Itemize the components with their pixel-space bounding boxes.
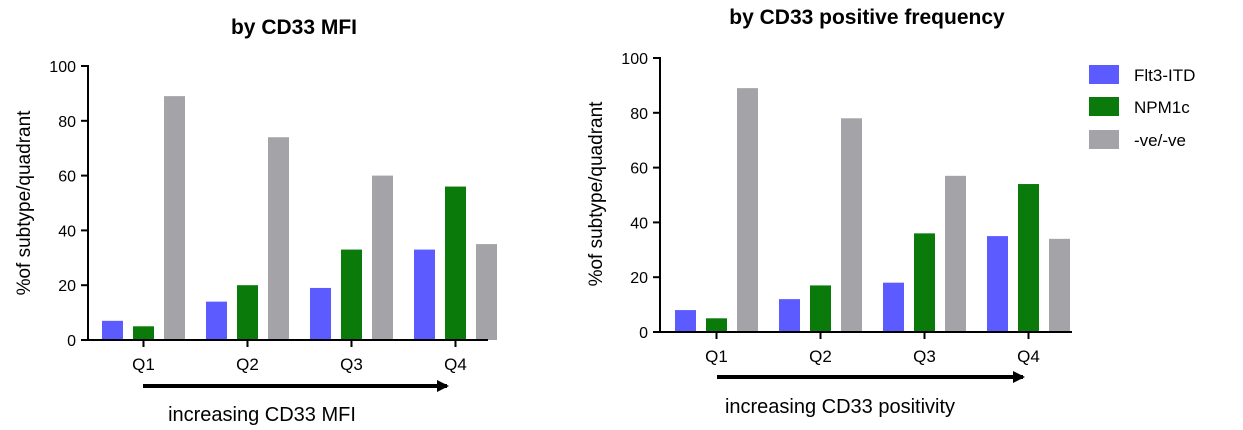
- legend-label-npm1c: NPM1c: [1134, 98, 1190, 117]
- y-tick-label: 60: [630, 161, 648, 178]
- bar-npm1c-q3: [914, 233, 935, 332]
- bar-ve-ve-q1: [164, 96, 185, 340]
- x-tick-label-q2: Q2: [809, 347, 832, 366]
- bar-npm1c-q2: [237, 285, 258, 340]
- y-tick-label: 40: [630, 215, 648, 232]
- bar-flt3-itd-q3: [883, 282, 904, 332]
- annotation-label: increasing CD33 MFI: [168, 404, 356, 426]
- bar-ve-ve-q3: [945, 175, 966, 332]
- chart-title: by CD33 positive frequency: [729, 6, 1005, 29]
- legend: Flt3-ITD NPM1c -ve/-ve: [1089, 65, 1195, 150]
- y-tick-label: 60: [58, 169, 76, 186]
- legend-label-negative-negative: -ve/-ve: [1134, 131, 1186, 150]
- legend-swatch-negative-negative: [1089, 130, 1119, 149]
- plot-area: Q1 Q2 Q3 Q4 0 20 40 60 80 100: [49, 59, 497, 392]
- y-tick-label: 0: [639, 325, 648, 342]
- bar-flt3-itd-q4: [414, 249, 435, 340]
- bar-ve-ve-q2: [268, 137, 289, 340]
- bar-flt3-itd-q3: [310, 287, 331, 340]
- annotation-label: increasing CD33 positivity: [725, 396, 955, 418]
- x-tick-label-q2: Q2: [236, 355, 259, 374]
- legend-swatch-flt3-itd: [1089, 65, 1119, 84]
- x-tick-label-q4: Q4: [1017, 347, 1040, 366]
- chart-title: by CD33 MFI: [231, 16, 357, 39]
- bar-flt3-itd-q4: [987, 236, 1008, 332]
- bar-flt3-itd-q2: [206, 301, 227, 340]
- legend-swatch-npm1c: [1089, 97, 1119, 116]
- y-tick-label: 100: [621, 51, 648, 68]
- bar-npm1c-q3: [341, 249, 362, 340]
- x-tick-label-q3: Q3: [340, 355, 363, 374]
- bar-flt3-itd-q1: [675, 310, 696, 332]
- bar-npm1c-q1: [706, 318, 727, 332]
- y-axis-label: %of subtype/quadrant: [14, 110, 35, 296]
- y-axis-label: %of subtype/quadrant: [586, 101, 607, 287]
- y-tick-label: 100: [49, 59, 76, 76]
- bar-ve-ve-q2: [841, 118, 862, 332]
- y-tick-label: 0: [67, 333, 76, 350]
- x-tick-label-q4: Q4: [444, 355, 467, 374]
- chart-cd33-mfi: by CD33 MFI %of subtype/quadrant Q1 Q2 Q3 Q…: [14, 16, 497, 426]
- bar-ve-ve-q1: [737, 88, 758, 332]
- x-tick-label-q1: Q1: [132, 355, 155, 374]
- y-tick-label: 40: [58, 223, 76, 240]
- bar-ve-ve-q4: [1049, 238, 1070, 332]
- y-tick-label: 20: [58, 278, 76, 295]
- chart-cd33-positive-frequency: by CD33 positive frequency %of subtype/q…: [586, 6, 1072, 418]
- y-tick-label: 80: [630, 106, 648, 123]
- y-tick-label: 80: [58, 114, 76, 131]
- bar-npm1c-q4: [445, 186, 466, 340]
- plot-area: Q1 Q2 Q3 Q4 0 20 40 60 80 100: [621, 51, 1072, 383]
- bar-npm1c-q4: [1018, 184, 1039, 332]
- bar-ve-ve-q3: [372, 175, 393, 340]
- bar-npm1c-q2: [810, 285, 831, 332]
- bar-ve-ve-q4: [476, 244, 497, 340]
- y-tick-label: 20: [630, 270, 648, 287]
- bar-flt3-itd-q1: [102, 320, 123, 340]
- x-tick-label-q1: Q1: [705, 347, 728, 366]
- bar-flt3-itd-q2: [779, 299, 800, 332]
- x-tick-label-q3: Q3: [913, 347, 936, 366]
- bar-npm1c-q1: [133, 326, 154, 340]
- legend-label-flt3-itd: Flt3-ITD: [1134, 66, 1195, 85]
